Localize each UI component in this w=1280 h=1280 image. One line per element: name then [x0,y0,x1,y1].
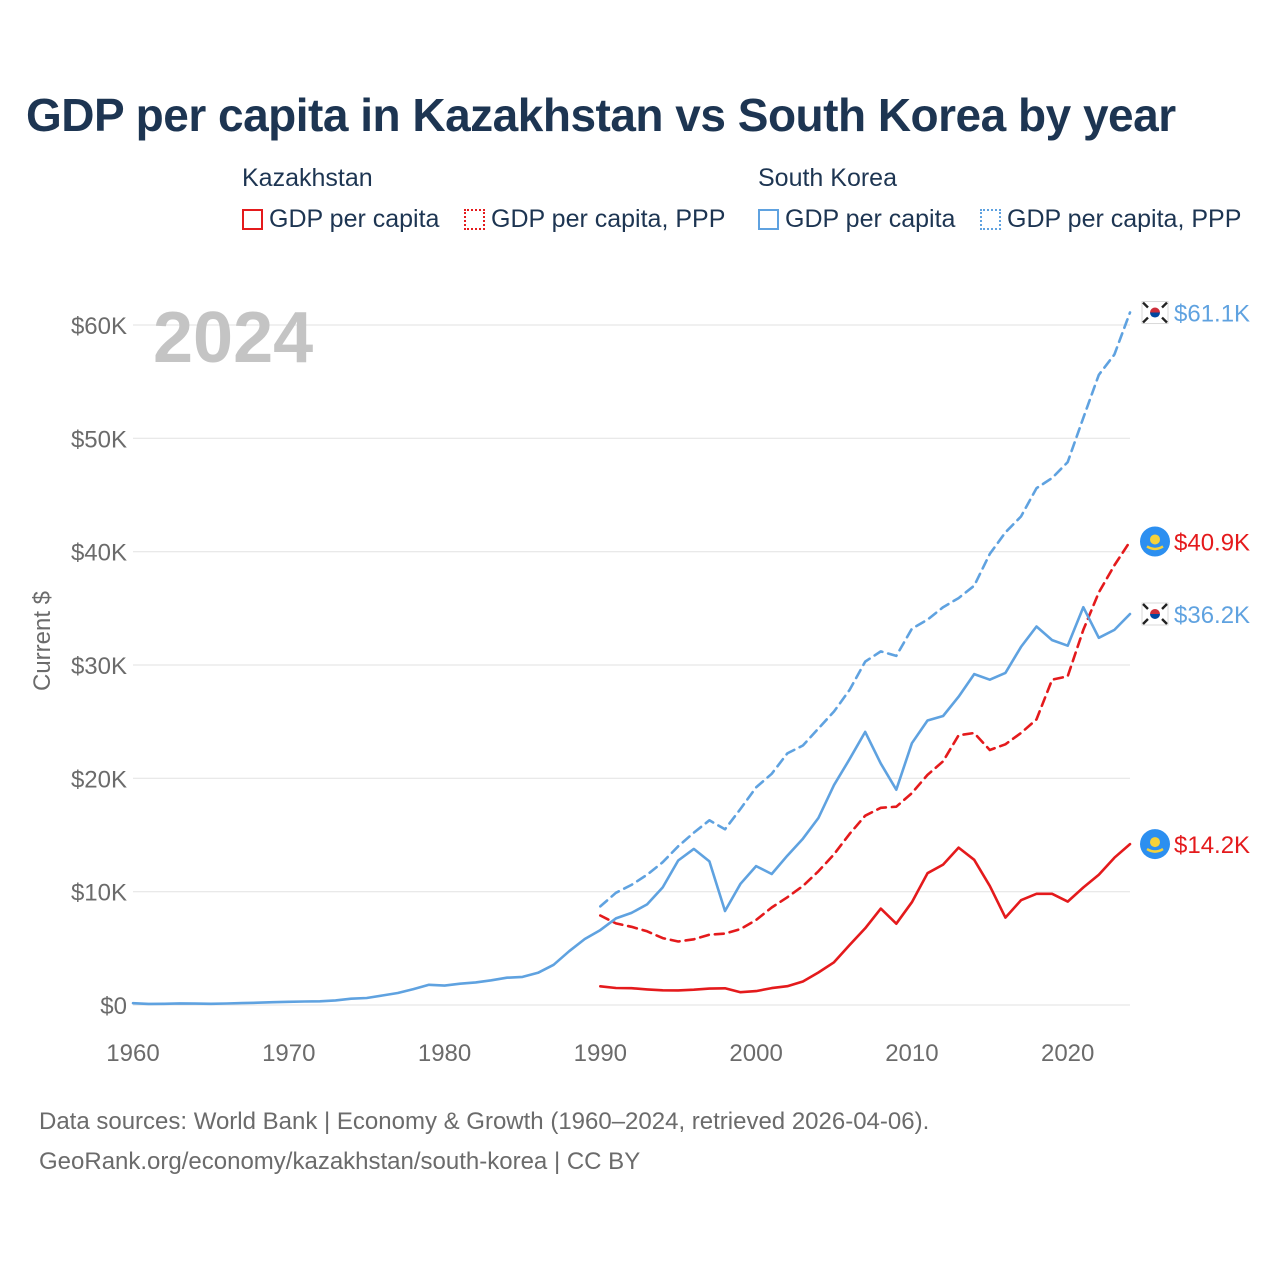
legend-label: GDP per capita [785,205,956,233]
south-korea-flag-icon [1141,602,1169,626]
series-layer [131,311,1132,1006]
flag-taegeuk-bottom [1150,312,1160,318]
legend-item-south-korea-gdp-ppp[interactable]: GDP per capita, PPP [980,205,1241,234]
series-line-south-korea-gdp-per-capita-ppp [599,311,1132,908]
end-value-label: $14.2K [1174,832,1250,859]
legend-swatch-dotted-red [464,209,485,230]
legend-item-kazakhstan-gdp-ppp[interactable]: GDP per capita, PPP [464,205,725,234]
y-tick-label: $0 [100,993,127,1020]
flag-trigram [1142,301,1149,309]
flag-trigram [1142,618,1149,625]
y-axis-label: Current $ [29,591,56,691]
flag-trigram [1161,618,1168,625]
legend-label: GDP per capita, PPP [1007,205,1242,233]
chart-title: GDP per capita in Kazakhstan vs South Ko… [26,89,1176,141]
year-watermark: 2024 [153,298,313,378]
x-tick-label: 2010 [885,1040,938,1067]
x-tick-label: 1980 [418,1040,471,1067]
y-tick-label: $30K [71,653,127,680]
x-tick-label: 1990 [574,1040,627,1067]
x-tick-label: 1970 [262,1040,315,1067]
flag-trigram [1161,301,1168,309]
flag-trigram [1142,603,1149,610]
source-line-2[interactable]: GeoRank.org/economy/kazakhstan/south-kor… [39,1148,641,1175]
kazakhstan-flag-icon [1140,526,1170,557]
end-value-label: $36.2K [1174,602,1250,629]
y-tick-label: $60K [71,313,127,340]
series-line-kazakhstan-gdp-per-capita-ppp [599,540,1132,943]
x-tick-label: 2000 [729,1040,782,1067]
legend-label: GDP per capita, PPP [491,205,726,233]
flag-sun [1150,837,1160,848]
flag-taegeuk-bottom [1150,614,1160,619]
legend-group-south-korea-title: South Korea [758,164,897,192]
x-tick-label: 1960 [106,1040,159,1067]
legend-swatch-solid-blue [758,209,779,230]
series-line-south-korea-gdp-per-capita [131,605,1132,1006]
x-tick-label: 2020 [1041,1040,1094,1067]
end-value-label: $40.9K [1174,529,1250,556]
flag-eagle [1146,847,1164,853]
flag-taegeuk-top [1150,609,1160,614]
flag-trigram [1142,316,1149,324]
kazakhstan-flag-icon [1140,829,1170,860]
y-tick-label: $10K [71,880,127,907]
ticks-layer: $0 $10K $20K $30K $40K $50K $60K 1960 1970 1980 19… [71,313,1094,1067]
flag-eagle [1146,545,1164,551]
flag-trigram [1161,316,1168,324]
y-tick-label: $20K [71,766,127,793]
flag-taegeuk-top [1150,307,1160,313]
legend-item-south-korea-gdp[interactable]: GDP per capita [758,205,955,234]
source-line-1: Data sources: World Bank | Economy & Gro… [39,1108,930,1135]
legend-group-kazakhstan-title: Kazakhstan [242,164,373,192]
legend-swatch-solid-red [242,209,263,230]
y-tick-label: $50K [71,426,127,453]
flag-trigram [1161,603,1168,610]
legend-swatch-dotted-blue [980,209,1001,230]
legend-item-kazakhstan-gdp[interactable]: GDP per capita [242,205,439,234]
end-value-label: $61.1K [1174,301,1250,328]
legend-label: GDP per capita [269,205,440,233]
south-korea-flag-icon [1141,301,1169,325]
end-labels-layer: $61.1K $40.9K $36.2K $14.2K [1140,301,1250,860]
grid-layer [133,324,1130,1006]
series-line-kazakhstan-gdp-per-capita [599,842,1132,994]
flag-sun [1150,534,1160,545]
y-tick-label: $40K [71,540,127,567]
